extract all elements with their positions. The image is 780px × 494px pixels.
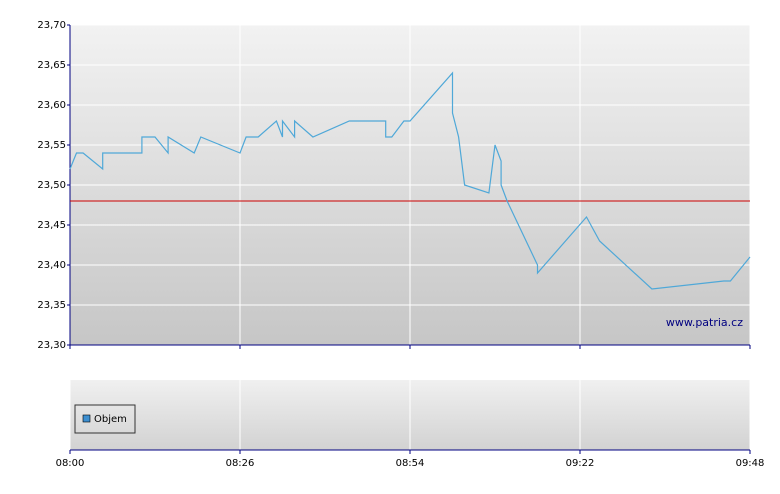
y-tick-label: 23,50 [37,180,66,191]
x-tick-label: 09:48 [736,458,765,469]
y-tick-label: 23,55 [37,140,66,151]
y-tick-label: 23,65 [37,60,66,71]
y-tick-label: 23,60 [37,100,66,111]
y-tick-label: 23,45 [37,220,66,231]
legend-label: Objem [94,414,127,425]
x-tick-label: 08:26 [226,458,255,469]
y-tick-label: 23,30 [37,340,66,351]
y-tick-label: 23,35 [37,300,66,311]
legend-swatch [82,414,91,423]
x-tick-label: 08:54 [396,458,425,469]
y-tick-label: 23,70 [37,20,66,31]
x-tick-label: 08:00 [56,458,85,469]
watermark: www.patria.cz [666,316,743,329]
y-tick-label: 23,40 [37,260,66,271]
legend-box [74,404,136,434]
x-tick-label: 09:22 [566,458,595,469]
price-line [69,71,751,290]
